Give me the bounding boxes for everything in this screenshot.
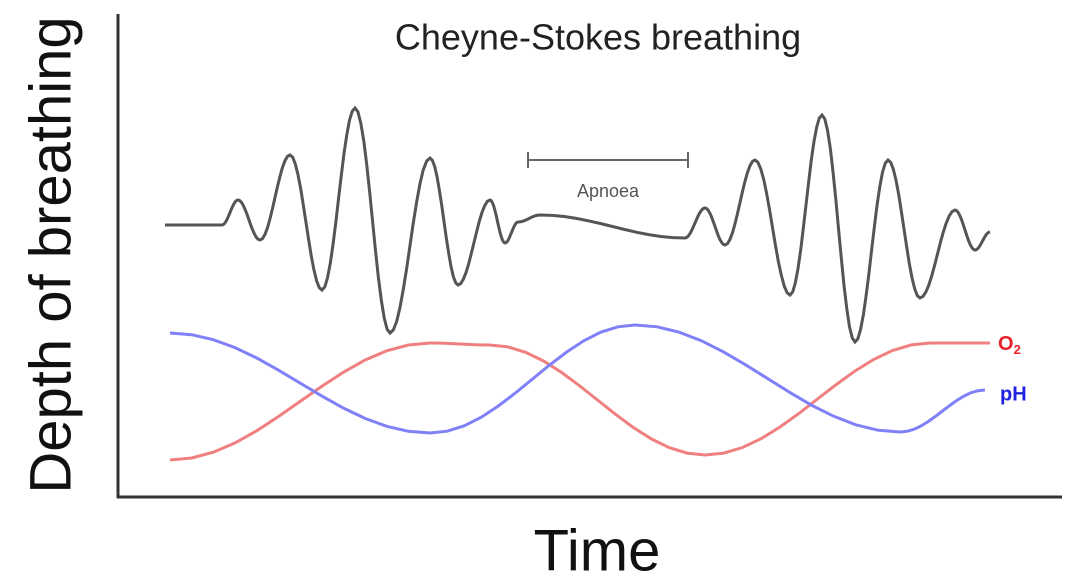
x-axis-label: Time — [534, 518, 661, 583]
o2-curve — [169, 341, 990, 462]
o2-base: O — [998, 333, 1014, 355]
y-axis-label: Depth of breathing — [18, 16, 83, 493]
o2-subscript: 2 — [1014, 342, 1021, 357]
ph-curve — [169, 323, 986, 435]
breathing-wave — [165, 105, 991, 345]
ph-label: pH — [1000, 383, 1027, 405]
apnoea-bracket — [527, 152, 689, 168]
o2-label: O2 — [998, 333, 1021, 357]
title: Cheyne-Stokes breathing — [395, 17, 801, 58]
apnoea-label: Apnoea — [577, 181, 640, 201]
